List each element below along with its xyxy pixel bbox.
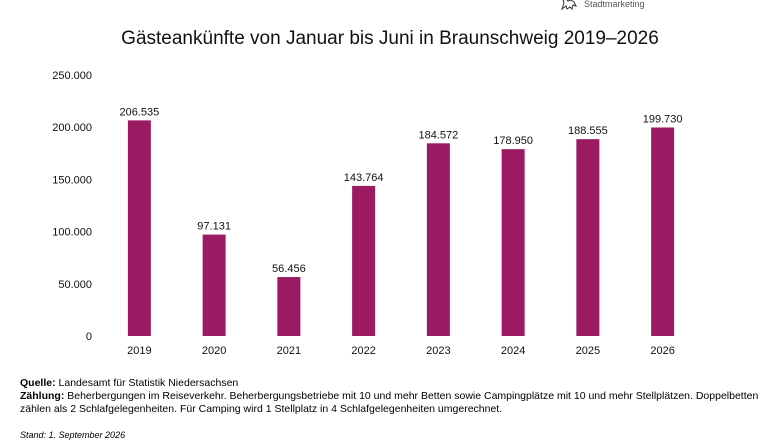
y-tick-label: 100.000 — [52, 227, 92, 239]
bars: 206.535 97.131 56.456 143.764 184.572 178.950… — [119, 106, 683, 337]
x-tick-label: 2023 — [426, 345, 450, 357]
x-tick-label: 2019 — [127, 345, 151, 357]
bar-2022 — [352, 185, 376, 336]
chart-title: Gästeankünfte von Januar bis Juni in Bra… — [121, 28, 659, 49]
x-tick-label: 2022 — [351, 345, 375, 357]
bar-2019 — [127, 120, 151, 336]
y-tick-label: 200.000 — [52, 122, 92, 134]
counting-text: Beherbergungen im Reiseverkehr. Beherber… — [20, 390, 759, 415]
x-tick-label: 2024 — [501, 345, 525, 357]
x-tick-label: 2026 — [650, 345, 674, 357]
bar-2023 — [426, 143, 450, 336]
counting-note: Zählung: Beherbergungen im Reiseverkehr.… — [20, 390, 770, 416]
bar-2024 — [501, 149, 525, 336]
source-note: Quelle: Landesamt für Statistik Niedersa… — [20, 377, 770, 390]
x-tick-label: 2021 — [277, 345, 301, 357]
y-tick-label: 0 — [86, 331, 92, 343]
y-axis: 0 50.000 100.000 150.000 200.000 250.000 — [52, 70, 92, 343]
stadtmarketing-logo: Stadtmarketing — [560, 0, 645, 12]
data-label-2023: 184.572 — [418, 129, 458, 141]
brand-text: Stadtmarketing — [584, 0, 645, 9]
data-label-2020: 97.131 — [197, 221, 231, 233]
data-label-2024: 178.950 — [493, 135, 533, 147]
y-tick-label: 50.000 — [58, 279, 92, 291]
bar-2026 — [651, 127, 675, 337]
y-tick-label: 250.000 — [52, 70, 92, 82]
stand-date: Stand: 1. September 2026 — [20, 430, 126, 440]
notes: Quelle: Landesamt für Statistik Niedersa… — [20, 377, 770, 416]
bar-2020 — [202, 234, 226, 336]
data-label-2019: 206.535 — [119, 106, 159, 118]
source-text: Landesamt für Statistik Niedersachsen — [55, 377, 239, 389]
counting-label: Zählung: — [20, 390, 65, 402]
lion-icon — [561, 0, 577, 11]
x-tick-label: 2020 — [202, 345, 226, 357]
x-tick-label: 2025 — [576, 345, 600, 357]
bar-2025 — [576, 139, 600, 336]
data-label-2022: 143.764 — [344, 172, 384, 184]
bar-chart: Gästeankünfte von Januar bis Juni in Bra… — [52, 28, 683, 357]
x-axis: 2019 2020 2021 2022 2023 2024 2025 2026 — [127, 345, 675, 357]
source-label: Quelle: — [20, 377, 56, 389]
y-tick-label: 150.000 — [52, 174, 92, 186]
data-label-2026: 199.730 — [643, 113, 683, 125]
data-label-2021: 56.456 — [272, 263, 306, 275]
data-label-2025: 188.555 — [568, 125, 608, 137]
bar-2021 — [277, 277, 301, 336]
